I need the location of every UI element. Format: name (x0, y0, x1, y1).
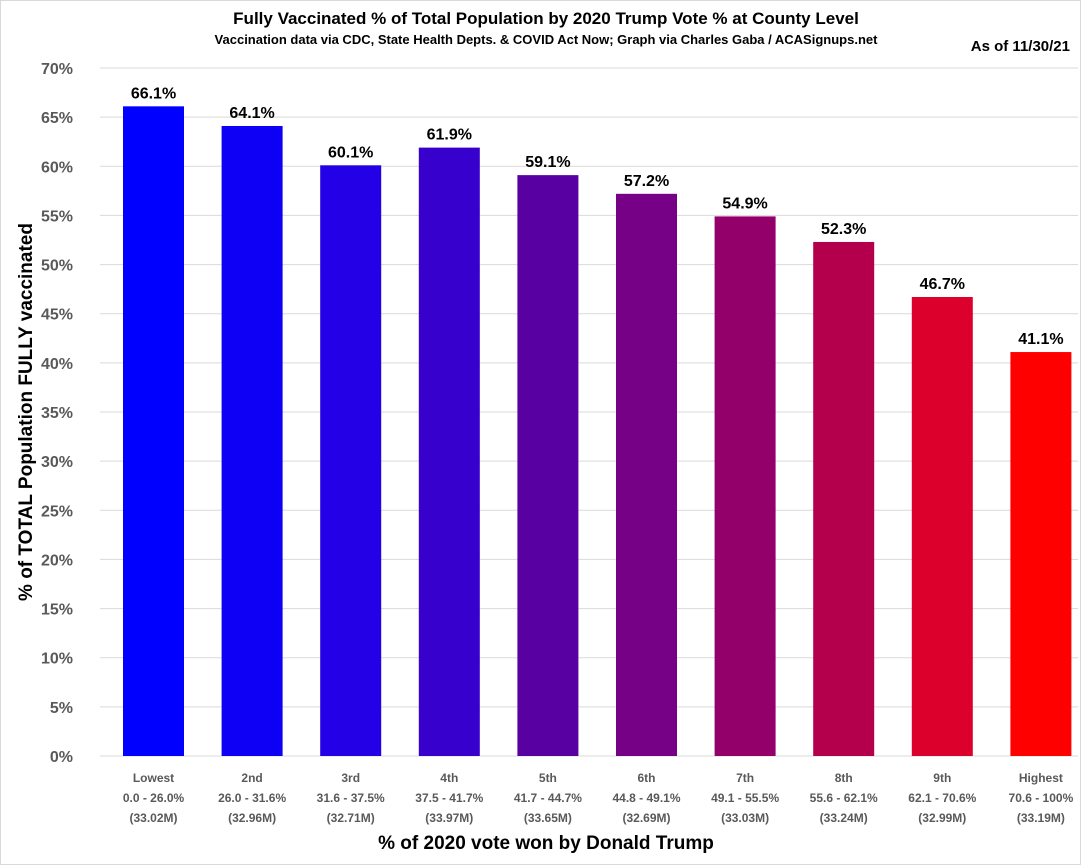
x-tick-rank: 2nd (241, 771, 262, 785)
data-label: 61.9% (427, 127, 472, 144)
data-label: 41.1% (1018, 331, 1063, 348)
x-tick-range: 26.0 - 31.6% (218, 791, 286, 805)
bar (1010, 352, 1072, 756)
y-tick-label: 45% (41, 307, 73, 324)
x-tick-rank: 7th (736, 771, 754, 785)
x-tick-population: (32.69M) (622, 811, 670, 825)
x-tick-population: (32.99M) (918, 811, 966, 825)
bar (123, 106, 184, 757)
data-label: 46.7% (920, 276, 965, 293)
data-label: 66.1% (131, 85, 176, 102)
x-tick-range: 70.6 - 100% (1009, 791, 1074, 805)
y-tick-label: 10% (41, 651, 73, 668)
y-tick-label: 65% (41, 110, 73, 127)
bar (616, 193, 677, 756)
as-of-annotation: As of 11/30/21 (971, 38, 1070, 55)
y-tick-label: 40% (41, 356, 73, 373)
x-tick-population: (33.65M) (524, 811, 572, 825)
x-tick-range: 0.0 - 26.0% (123, 791, 185, 805)
x-tick-range: 62.1 - 70.6% (908, 791, 976, 805)
y-tick-label: 50% (41, 258, 73, 275)
y-tick-label: 15% (41, 602, 73, 619)
x-tick-population: (33.19M) (1017, 811, 1065, 825)
data-label: 52.3% (821, 221, 866, 238)
bar (813, 241, 875, 757)
x-tick-population: (33.03M) (721, 811, 769, 825)
y-tick-label: 70% (41, 61, 73, 78)
data-label: 54.9% (722, 195, 767, 212)
bar (320, 165, 382, 756)
y-tick-label: 20% (41, 552, 73, 569)
y-tick-label: 5% (50, 700, 73, 717)
x-tick-population: (32.71M) (327, 811, 375, 825)
y-tick-label: 30% (41, 454, 73, 471)
x-tick-population: (33.24M) (820, 811, 868, 825)
x-tick-rank: Lowest (133, 771, 174, 785)
x-tick-range: 49.1 - 55.5% (711, 791, 779, 805)
y-tick-label: 55% (41, 208, 73, 225)
x-tick-range: 55.6 - 62.1% (810, 791, 878, 805)
x-tick-rank: 8th (835, 771, 853, 785)
data-label: 64.1% (229, 105, 274, 122)
x-tick-rank: Highest (1019, 771, 1063, 785)
y-tick-label: 0% (50, 749, 73, 766)
x-tick-population: (32.96M) (228, 811, 276, 825)
x-tick-range: 44.8 - 49.1% (612, 791, 680, 805)
y-tick-label: 25% (41, 503, 73, 520)
chart-subtitle: Vaccination data via CDC, State Health D… (215, 32, 879, 47)
y-tick-label: 60% (41, 159, 73, 176)
y-tick-label: 35% (41, 405, 73, 422)
chart-title: Fully Vaccinated % of Total Population b… (233, 9, 859, 28)
x-tick-range: 41.7 - 44.7% (514, 791, 582, 805)
bar (714, 216, 776, 756)
bar (911, 297, 973, 756)
x-tick-range: 31.6 - 37.5% (317, 791, 385, 805)
bar (221, 125, 283, 756)
x-tick-rank: 9th (933, 771, 951, 785)
x-tick-rank: 6th (638, 771, 656, 785)
data-label: 59.1% (525, 154, 570, 171)
data-label: 57.2% (624, 173, 669, 190)
bar (517, 175, 579, 757)
data-label: 60.1% (328, 144, 373, 161)
x-tick-rank: 4th (440, 771, 458, 785)
x-tick-population: (33.02M) (129, 811, 177, 825)
x-tick-rank: 3rd (341, 771, 360, 785)
y-axis-title: % of TOTAL Population FULLY vaccinated (16, 223, 37, 601)
bar (418, 147, 480, 756)
x-axis-title: % of 2020 vote won by Donald Trump (378, 833, 714, 854)
x-tick-population: (33.97M) (425, 811, 473, 825)
x-tick-rank: 5th (539, 771, 557, 785)
x-tick-range: 37.5 - 41.7% (415, 791, 483, 805)
